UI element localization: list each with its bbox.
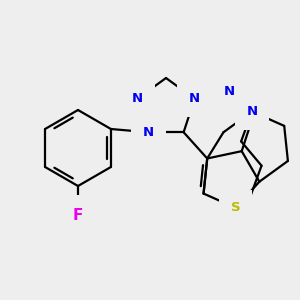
Text: S: S [231, 201, 241, 214]
Text: F: F [73, 208, 83, 224]
Text: N: N [224, 85, 235, 98]
Text: N: N [132, 92, 143, 105]
Text: N: N [189, 92, 200, 105]
Text: N: N [143, 126, 154, 139]
Text: N: N [189, 92, 200, 105]
Text: N: N [246, 105, 258, 118]
